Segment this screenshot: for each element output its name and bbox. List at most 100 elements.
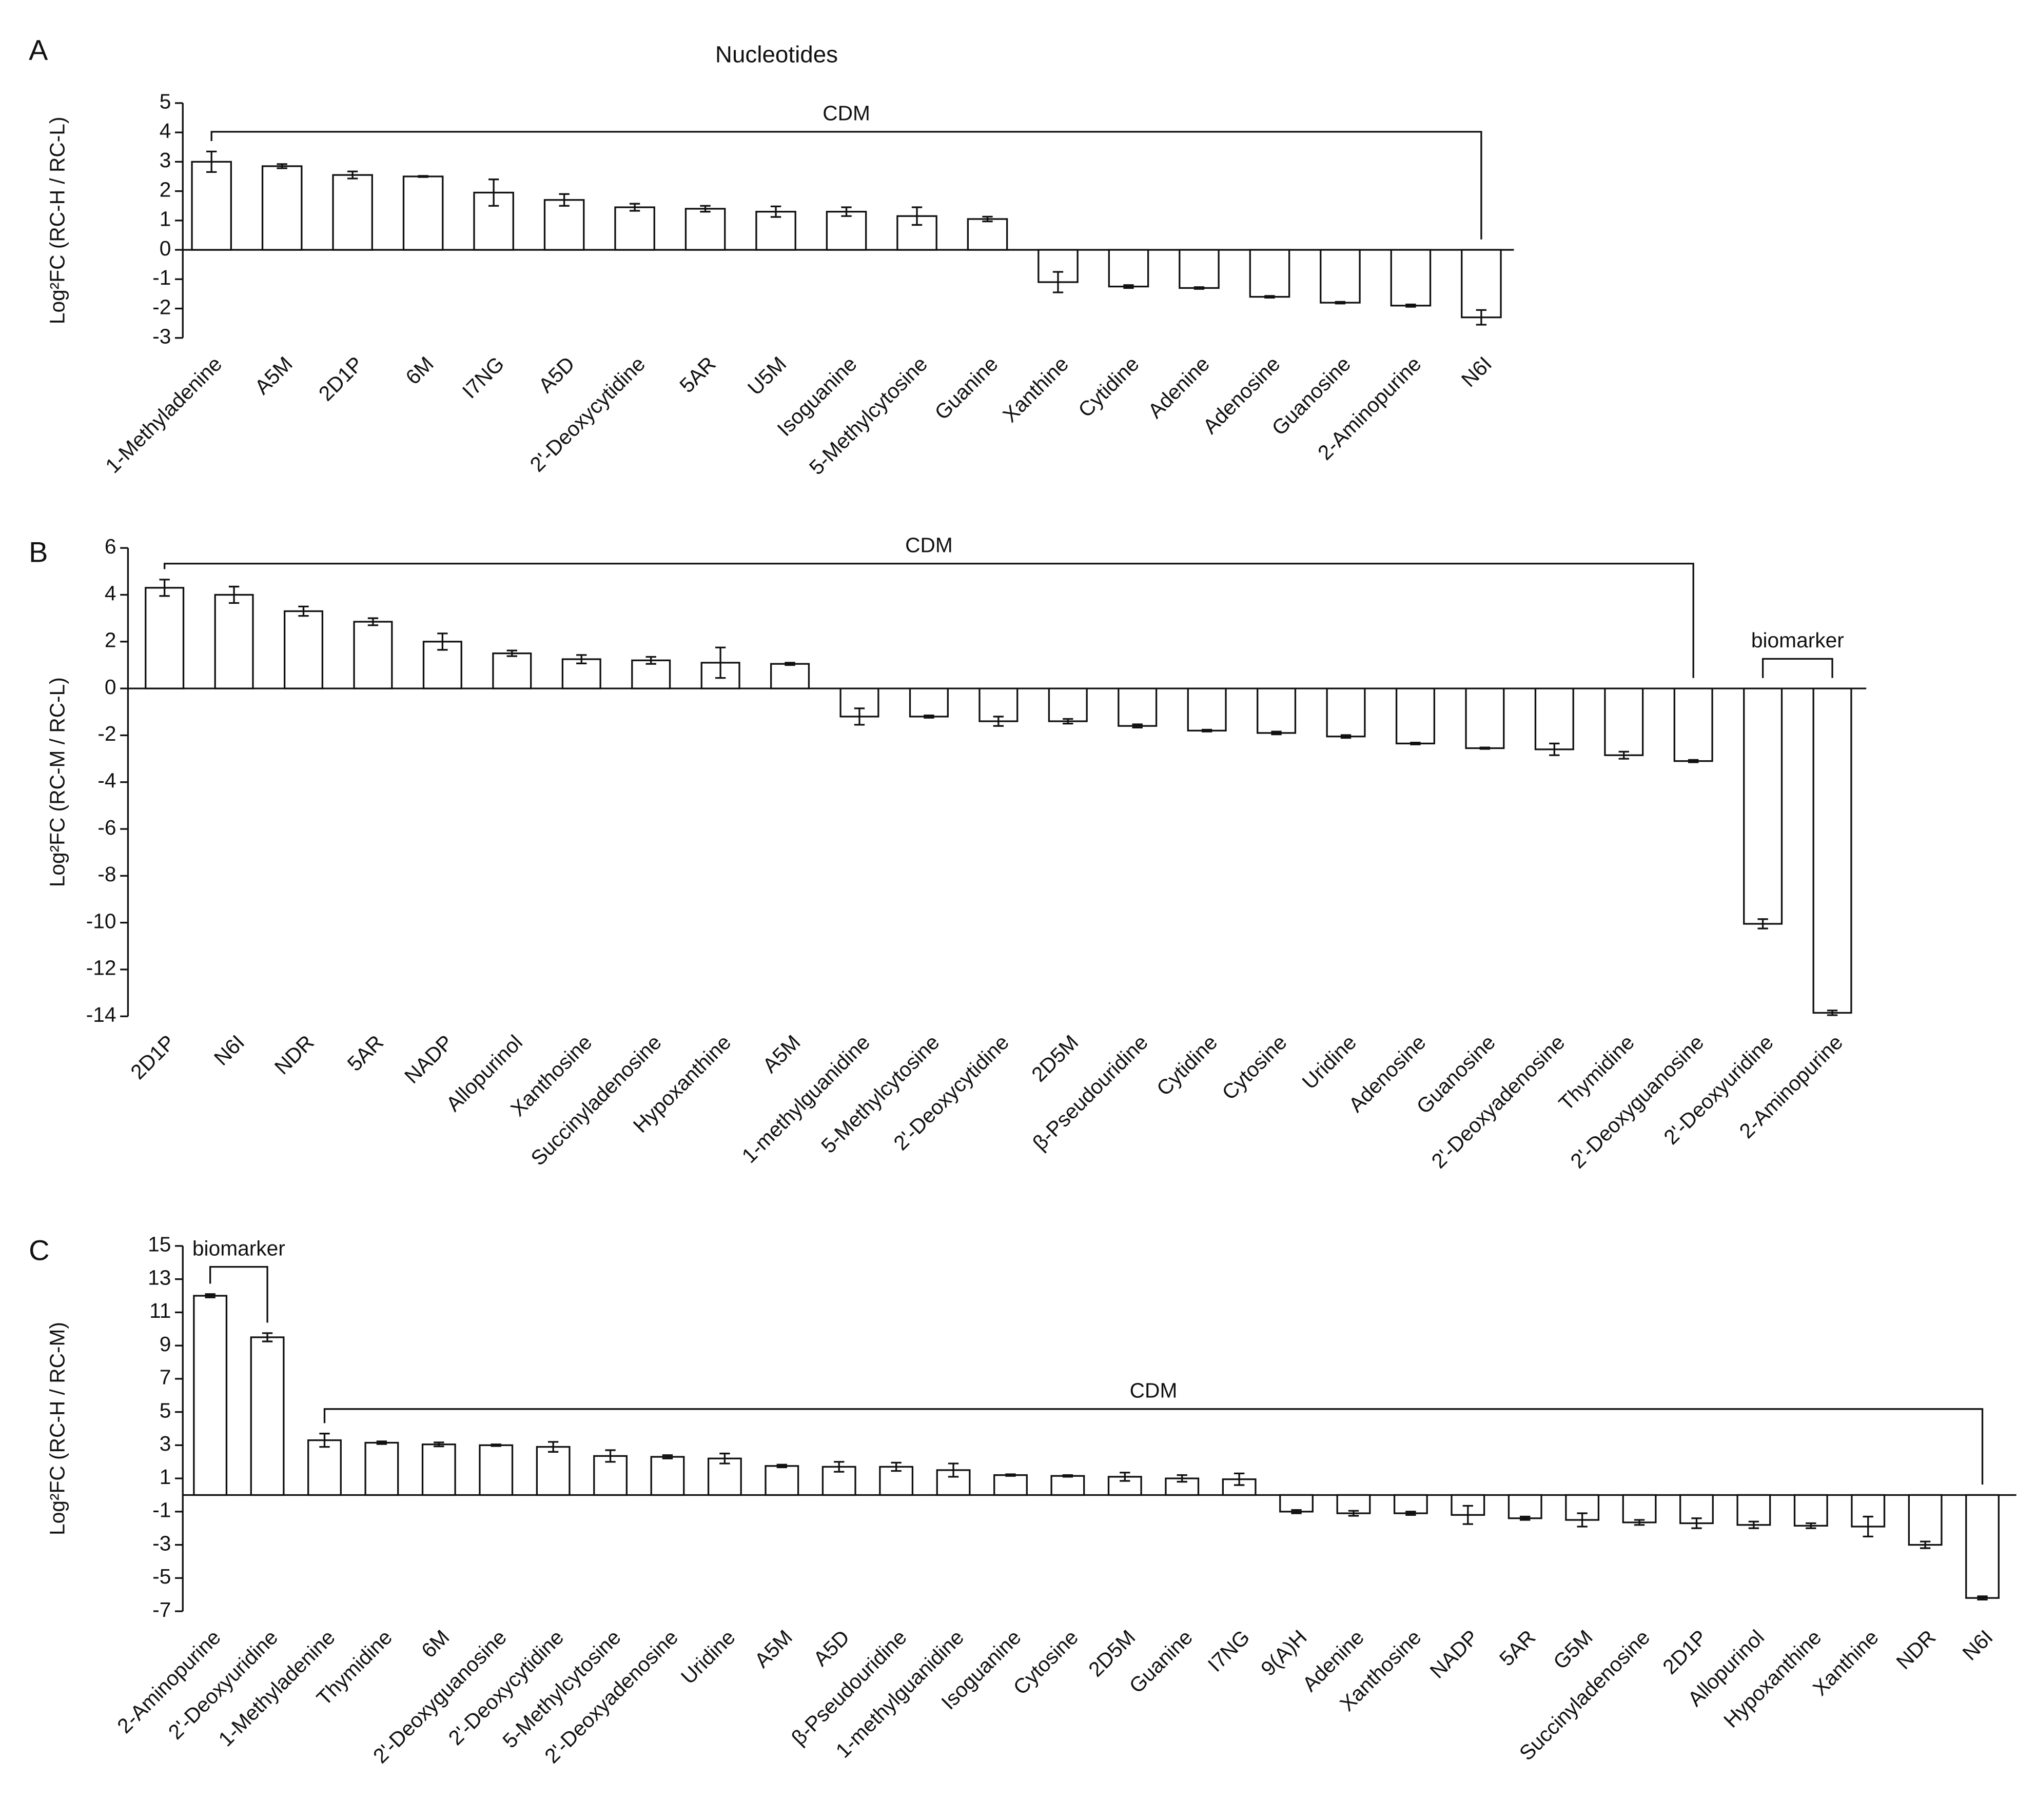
x-tick-label: 2D5M xyxy=(1027,1031,1083,1086)
error-bar xyxy=(159,579,170,597)
error-bar xyxy=(841,206,852,217)
bar xyxy=(191,161,232,251)
y-tick-label: -6 xyxy=(97,816,116,839)
y-tick-label: 1 xyxy=(160,1465,171,1489)
error-bar xyxy=(491,1443,501,1447)
error-bar xyxy=(629,203,640,212)
bar xyxy=(402,175,444,251)
error-bar xyxy=(1827,1010,1838,1016)
error-bar xyxy=(206,150,217,173)
error-bar xyxy=(434,1441,444,1448)
error-bar xyxy=(785,662,795,666)
bar xyxy=(1465,687,1505,749)
x-tick-label: N6I xyxy=(1957,1625,1997,1665)
error-bar xyxy=(437,632,448,651)
error-bar xyxy=(1618,750,1629,760)
y-tick-label: -2 xyxy=(152,295,171,319)
error-bar xyxy=(1479,746,1491,750)
x-tick-label: NADP xyxy=(400,1031,457,1088)
error-bar xyxy=(605,1449,616,1463)
error-bar xyxy=(1271,730,1282,736)
error-bar xyxy=(1264,295,1275,299)
x-tick-label: N6I xyxy=(209,1031,249,1070)
bar xyxy=(650,1456,685,1496)
bar xyxy=(909,687,949,718)
error-bar xyxy=(1748,1520,1759,1529)
y-tick-label: -3 xyxy=(152,324,171,348)
y-tick-label: 9 xyxy=(160,1332,171,1356)
bar xyxy=(1050,1475,1085,1496)
y-tick-label: -12 xyxy=(86,956,116,980)
error-bar xyxy=(319,1433,330,1448)
y-tick-label: -7 xyxy=(152,1598,171,1621)
bar xyxy=(1320,249,1361,304)
bar xyxy=(1965,1494,2000,1599)
annotation: biomarker xyxy=(192,1236,285,1260)
chart-title: Nucleotides xyxy=(715,41,838,67)
y-tick-label: 2 xyxy=(105,628,116,652)
error-bar xyxy=(854,707,865,726)
error-bar xyxy=(1920,1540,1931,1549)
bar xyxy=(421,1443,456,1496)
bar xyxy=(193,1295,228,1496)
y-tick-label: 1 xyxy=(160,207,171,231)
bar xyxy=(1534,687,1574,750)
x-tick-label: 2D5M xyxy=(1084,1625,1140,1681)
y-tick-label: 15 xyxy=(148,1233,171,1256)
annotation: CDM xyxy=(1130,1379,1178,1402)
bar xyxy=(1736,1494,1771,1526)
error-bar xyxy=(1405,303,1416,308)
bar xyxy=(684,208,726,251)
error-bar xyxy=(1549,742,1560,756)
error-bar xyxy=(770,205,781,218)
x-tick-label: 2'-Deoxyadenosine xyxy=(1427,1031,1570,1173)
x-tick-label: Cytidine xyxy=(1152,1031,1222,1100)
bar xyxy=(1179,249,1220,289)
error-bar xyxy=(1806,1522,1816,1529)
error-bar xyxy=(228,585,240,604)
error-bar xyxy=(1120,1472,1130,1482)
error-bar xyxy=(277,163,287,169)
bar xyxy=(839,687,879,718)
x-tick-label: 5-Methylcytosine xyxy=(816,1031,944,1158)
error-bar xyxy=(1520,1515,1531,1521)
error-bar xyxy=(376,1440,387,1445)
x-tick-label: A5M xyxy=(758,1031,805,1078)
error-bar xyxy=(948,1462,959,1478)
x-tick-label: U5M xyxy=(743,352,791,400)
error-bar xyxy=(547,1441,559,1453)
error-bar xyxy=(1234,1472,1245,1486)
error-bar xyxy=(1348,1510,1359,1517)
bar xyxy=(1743,687,1783,925)
y-tick-label: 7 xyxy=(160,1366,171,1389)
x-tick-label: 5-Methylcytosine xyxy=(805,352,932,479)
bar xyxy=(1395,687,1435,745)
error-bar xyxy=(576,654,587,664)
bar xyxy=(145,587,185,689)
error-bar xyxy=(1476,309,1487,326)
x-tick-label: A5M xyxy=(250,352,297,399)
x-tick-label: Uridine xyxy=(676,1625,740,1689)
bracket xyxy=(1761,658,1833,678)
error-bar xyxy=(1691,1517,1702,1529)
x-tick-label: Guanine xyxy=(1125,1625,1197,1697)
error-bar xyxy=(924,714,934,719)
error-bar xyxy=(298,605,309,617)
y-tick-label: 3 xyxy=(160,1432,171,1455)
error-bar xyxy=(645,656,656,665)
error-bar xyxy=(1577,1512,1588,1528)
bar xyxy=(364,1441,399,1496)
y-tick-label: -5 xyxy=(152,1565,171,1588)
y-tick-label: -3 xyxy=(152,1531,171,1555)
x-tick-label: Cytidine xyxy=(1073,352,1143,422)
x-tick-label: G5M xyxy=(1549,1625,1597,1674)
error-bar xyxy=(1193,286,1205,290)
bar xyxy=(1673,687,1713,762)
error-bar xyxy=(1201,728,1212,733)
y-tick-label: -1 xyxy=(152,266,171,289)
error-bar xyxy=(506,649,517,657)
bar xyxy=(826,211,867,251)
bar xyxy=(1249,249,1290,298)
error-bar xyxy=(662,1454,673,1459)
y-tick-label: 4 xyxy=(105,581,116,605)
